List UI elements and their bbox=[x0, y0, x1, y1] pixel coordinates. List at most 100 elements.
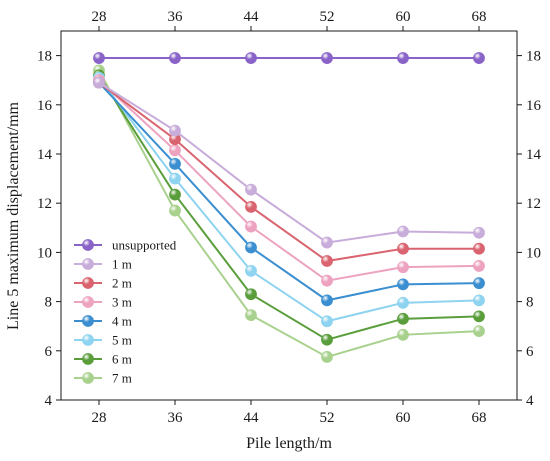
y-tick-label-right: 10 bbox=[526, 245, 541, 261]
data-point bbox=[473, 310, 485, 323]
series-line bbox=[98, 81, 480, 244]
series-layer bbox=[93, 52, 485, 363]
legend-marker bbox=[82, 315, 94, 327]
data-point bbox=[245, 288, 257, 301]
x-tick-label-top: 36 bbox=[168, 9, 184, 25]
data-point bbox=[321, 333, 333, 346]
legend-marker bbox=[82, 277, 94, 289]
legend-item: 2 m bbox=[74, 276, 132, 291]
y-tick-label-right: 12 bbox=[526, 196, 541, 212]
x-tick-label-top: 68 bbox=[472, 9, 487, 25]
series-line bbox=[98, 74, 480, 341]
legend-marker bbox=[82, 353, 94, 365]
legend-label: 3 m bbox=[112, 295, 132, 310]
y-tick-label-left: 18 bbox=[37, 49, 52, 65]
x-tick-label-bottom: 68 bbox=[472, 410, 487, 426]
data-point bbox=[397, 328, 409, 341]
data-point bbox=[397, 242, 409, 255]
legend-label: 7 m bbox=[112, 371, 132, 386]
x-axis-title: Pile length/m bbox=[246, 435, 332, 452]
series-6-m bbox=[93, 69, 485, 346]
data-point bbox=[245, 200, 257, 213]
data-point bbox=[169, 157, 181, 170]
series-line bbox=[98, 81, 480, 302]
data-point bbox=[169, 188, 181, 201]
data-point bbox=[321, 351, 333, 363]
data-point bbox=[169, 52, 181, 64]
data-point bbox=[169, 144, 181, 157]
series-line bbox=[98, 69, 480, 359]
data-point bbox=[397, 261, 409, 274]
legend-marker bbox=[82, 334, 94, 346]
legend-item: 5 m bbox=[74, 333, 132, 348]
legend-marker bbox=[82, 258, 94, 270]
legend-item: 4 m bbox=[74, 314, 132, 329]
x-tick-label-bottom: 52 bbox=[320, 410, 335, 426]
x-tick-label-bottom: 36 bbox=[168, 410, 184, 426]
series-line bbox=[98, 77, 480, 323]
legend-item: 6 m bbox=[74, 352, 132, 367]
y-tick-label-right: 16 bbox=[526, 98, 542, 114]
data-point bbox=[397, 225, 409, 238]
x-tick-label-bottom: 44 bbox=[244, 410, 260, 426]
legend-marker bbox=[82, 296, 94, 308]
data-point bbox=[169, 172, 181, 185]
data-point bbox=[473, 52, 485, 64]
y-tick-label-left: 16 bbox=[37, 98, 53, 114]
series-1-m bbox=[93, 76, 485, 249]
data-point bbox=[397, 312, 409, 325]
legend-label: 6 m bbox=[112, 352, 132, 367]
data-point bbox=[321, 236, 333, 249]
series-4-m bbox=[93, 76, 485, 307]
x-tick-label-bottom: 60 bbox=[396, 410, 411, 426]
legend-label: 4 m bbox=[112, 314, 132, 329]
data-point bbox=[245, 52, 257, 64]
legend-item: unsupported bbox=[74, 238, 177, 253]
legend-marker bbox=[82, 372, 94, 384]
data-point bbox=[245, 220, 257, 233]
data-point bbox=[473, 242, 485, 255]
data-point bbox=[473, 325, 485, 338]
data-point bbox=[321, 255, 333, 267]
x-tick-label-top: 52 bbox=[320, 9, 335, 25]
legend-item: 1 m bbox=[74, 257, 132, 272]
series-line bbox=[98, 81, 479, 263]
y-tick-label-right: 18 bbox=[526, 49, 541, 65]
plot-frame bbox=[60, 30, 518, 401]
series-unsupported bbox=[93, 52, 485, 64]
data-point bbox=[245, 241, 257, 254]
series-line bbox=[98, 79, 480, 282]
series-5-m bbox=[93, 71, 485, 328]
legend-label: 1 m bbox=[112, 257, 132, 272]
legend: unsupported 1 m 2 m 3 m 4 m 5 m 6 m 7 m bbox=[74, 238, 177, 386]
y-tick-label-right: 6 bbox=[526, 344, 534, 360]
y-tick-label-right: 4 bbox=[526, 393, 534, 409]
data-point bbox=[93, 52, 105, 64]
y-tick-label-left: 4 bbox=[45, 393, 53, 409]
series-3-m bbox=[93, 74, 485, 287]
data-point bbox=[245, 264, 257, 277]
data-point bbox=[93, 76, 105, 89]
legend-marker bbox=[82, 239, 94, 251]
data-point bbox=[321, 52, 333, 64]
data-point bbox=[169, 124, 181, 137]
y-tick-label-left: 8 bbox=[45, 295, 53, 311]
data-point bbox=[397, 296, 409, 309]
data-point bbox=[245, 309, 257, 322]
y-tick-label-left: 12 bbox=[37, 196, 52, 212]
data-point bbox=[473, 226, 485, 239]
x-tick-label-top: 28 bbox=[92, 9, 107, 25]
legend-label: 2 m bbox=[112, 276, 132, 291]
legend-item: 7 m bbox=[74, 371, 132, 386]
data-point bbox=[169, 204, 181, 217]
y-tick-label-right: 8 bbox=[526, 295, 534, 311]
data-point bbox=[397, 278, 409, 291]
data-point bbox=[321, 315, 333, 328]
y-tick-label-right: 14 bbox=[526, 147, 542, 163]
y-tick-label-left: 10 bbox=[37, 245, 52, 261]
data-point bbox=[473, 294, 485, 307]
x-tick-label-top: 60 bbox=[396, 9, 411, 25]
